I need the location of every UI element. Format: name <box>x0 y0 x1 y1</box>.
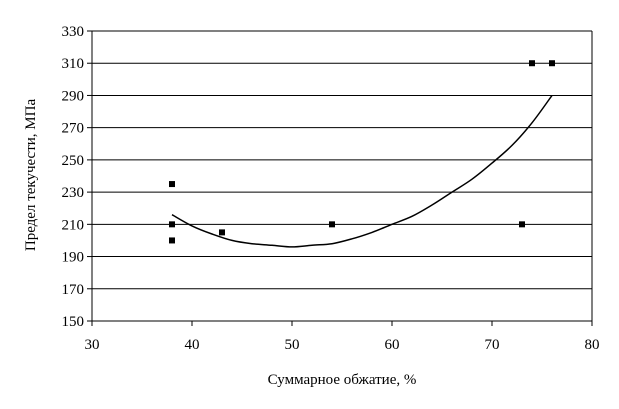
trend-line-layer <box>171 94 553 248</box>
grid-lines <box>92 30 592 322</box>
x-tick-label: 50 <box>285 337 300 353</box>
y-axis-label: Предел текучести, МПа <box>23 99 39 252</box>
y-tick-label: 290 <box>62 88 85 104</box>
x-axis-label: Суммарное обжатие, % <box>268 372 417 388</box>
data-point <box>169 237 175 244</box>
data-point <box>329 221 335 228</box>
data-points <box>169 60 555 244</box>
trend-line <box>171 94 553 248</box>
y-tick-label: 330 <box>62 24 85 40</box>
data-point <box>529 60 535 67</box>
data-point <box>549 60 555 67</box>
data-point <box>519 221 525 228</box>
y-tick-label: 210 <box>62 217 85 233</box>
y-tick-labels: 150 170 190 210 230 250 270 290 310 330 <box>62 24 92 330</box>
x-tick-label: 40 <box>185 337 200 353</box>
y-tick-label: 310 <box>62 56 85 72</box>
x-tick-label: 70 <box>485 337 500 353</box>
data-point <box>219 229 225 236</box>
y-tick-label: 150 <box>62 314 85 330</box>
y-tick-label: 250 <box>62 153 85 169</box>
x-tick-labels: 30 40 50 60 70 80 <box>85 321 600 353</box>
x-tick-label: 60 <box>385 337 400 353</box>
y-tick-label: 270 <box>62 121 85 137</box>
x-tick-label: 30 <box>85 337 100 353</box>
y-tick-label: 170 <box>62 282 85 298</box>
data-point <box>169 221 175 228</box>
data-point <box>169 181 175 188</box>
plot-frame <box>91 31 593 322</box>
y-tick-label: 230 <box>62 185 85 201</box>
y-tick-label: 190 <box>62 250 85 266</box>
x-tick-label: 80 <box>585 337 600 353</box>
